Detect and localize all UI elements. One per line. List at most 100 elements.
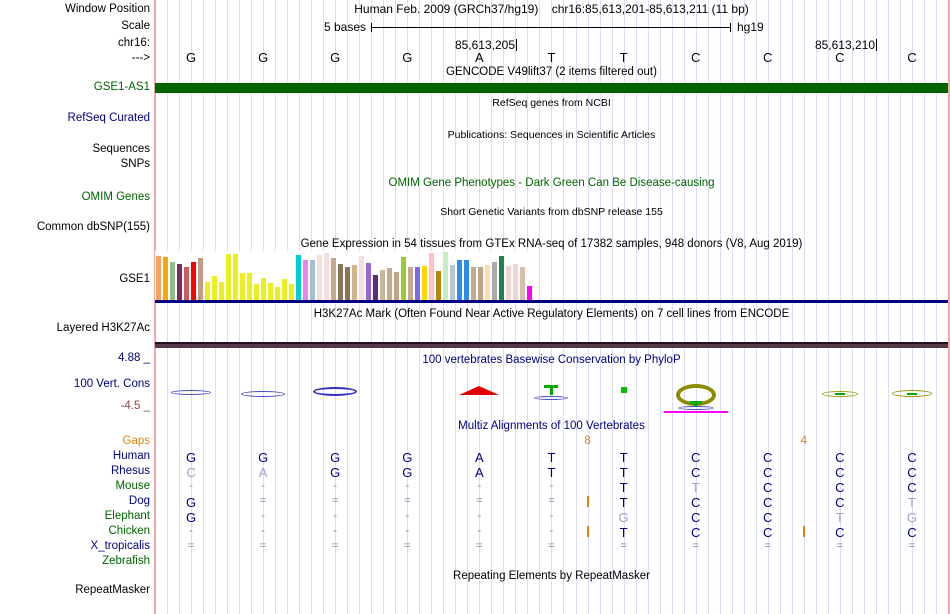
species-label-x_tropicalis[interactable]: X_tropicalis: [90, 540, 150, 552]
gtex-bar[interactable]: [520, 267, 525, 300]
multiz-track-title[interactable]: Multiz Alignments of 100 Vertebrates: [458, 420, 645, 432]
gtex-bar[interactable]: [345, 267, 350, 300]
gtex-bar[interactable]: [331, 258, 336, 300]
gtex-bar[interactable]: [443, 252, 448, 300]
gtex-bar[interactable]: [170, 262, 175, 300]
track-label-omim[interactable]: OMIM Genes: [81, 191, 150, 203]
track-label-h3k27ac[interactable]: Layered H3K27Ac: [56, 322, 150, 334]
gtex-bar[interactable]: [191, 262, 196, 300]
gtex-bar[interactable]: [436, 271, 441, 300]
gtex-bar[interactable]: [212, 276, 217, 300]
gtex-bar[interactable]: [401, 257, 406, 300]
cons-logo-ring: [534, 396, 569, 400]
gtex-bar[interactable]: [317, 255, 322, 300]
gtex-bar[interactable]: [422, 266, 427, 300]
gtex-bar[interactable]: [324, 253, 329, 300]
track-label-cons[interactable]: 100 Vert. Cons: [73, 378, 150, 390]
gtex-bar[interactable]: [219, 282, 224, 300]
cons-logo-t-stem: [549, 385, 553, 395]
gtex-bar[interactable]: [513, 264, 518, 300]
h3k27ac-signal-bar[interactable]: [155, 342, 948, 348]
dbsnp-track-title[interactable]: Short Genetic Variants from dbSNP releas…: [440, 206, 663, 218]
gtex-bar[interactable]: [492, 262, 497, 300]
species-label-chicken[interactable]: Chicken: [108, 525, 150, 537]
gencode-gene-bar[interactable]: [155, 83, 948, 93]
refseq-track-title[interactable]: RefSeq genes from NCBI: [492, 97, 611, 109]
gtex-bar[interactable]: [233, 254, 238, 300]
gtex-bar[interactable]: [156, 256, 161, 300]
gtex-bar[interactable]: [527, 286, 532, 300]
species-label-rhesus[interactable]: Rhesus: [111, 465, 150, 477]
gtex-bar[interactable]: [226, 254, 231, 300]
gtex-bar[interactable]: [415, 267, 420, 300]
track-label-gtex[interactable]: GSE1: [119, 273, 150, 285]
assembly-name: Human Feb. 2009 (GRCh37/hg19): [354, 2, 539, 16]
alignment-cell: C: [690, 495, 701, 510]
gtex-bar[interactable]: [366, 263, 371, 300]
track-label-sequences[interactable]: Sequences: [92, 143, 150, 155]
gtex-bar[interactable]: [478, 267, 483, 300]
species-label-human[interactable]: Human: [112, 450, 150, 462]
gtex-bar[interactable]: [450, 265, 455, 300]
gencode-track-title[interactable]: GENCODE V49lift37 (2 items filtered out): [446, 66, 657, 78]
gtex-bar[interactable]: [506, 266, 511, 300]
species-label-mouse[interactable]: Mouse: [115, 480, 150, 492]
gtex-bar[interactable]: [303, 260, 308, 300]
gtex-bar[interactable]: [289, 284, 294, 300]
publications-track-title[interactable]: Publications: Sequences in Scientific Ar…: [447, 129, 656, 141]
gtex-bar[interactable]: [261, 278, 266, 300]
gridline: [431, 0, 433, 614]
gtex-bar[interactable]: [198, 258, 203, 300]
track-label-repeatmasker[interactable]: RepeatMasker: [75, 584, 150, 596]
gtex-bar[interactable]: [387, 268, 392, 300]
gridline: [827, 0, 829, 614]
gtex-track-title[interactable]: Gene Expression in 54 tissues from GTEx …: [300, 238, 803, 250]
species-label-dog[interactable]: Dog: [128, 495, 150, 507]
gtex-bar[interactable]: [457, 260, 462, 300]
gridline: [647, 0, 649, 614]
gtex-bar[interactable]: [184, 267, 189, 300]
cons-logo-mark: [620, 387, 627, 393]
gtex-bar[interactable]: [485, 265, 490, 300]
gtex-bar[interactable]: [359, 256, 364, 300]
gtex-bar[interactable]: [205, 282, 210, 300]
gtex-bar[interactable]: [282, 279, 287, 300]
track-label-snps[interactable]: SNPs: [120, 158, 150, 170]
gtex-bar[interactable]: [394, 272, 399, 300]
gtex-bar[interactable]: [268, 283, 273, 300]
alignment-cell: G: [402, 465, 413, 480]
gridline: [167, 0, 168, 614]
gtex-bar[interactable]: [310, 260, 315, 300]
gtex-bar[interactable]: [240, 273, 245, 300]
species-label-elephant[interactable]: Elephant: [104, 510, 150, 522]
gtex-bar[interactable]: [373, 275, 378, 300]
gtex-bar[interactable]: [471, 267, 476, 300]
alignment-cell: =: [332, 495, 339, 507]
gtex-bar[interactable]: [296, 255, 301, 300]
gtex-bar[interactable]: [408, 267, 413, 300]
gtex-bar[interactable]: [247, 273, 252, 300]
gtex-bar[interactable]: [254, 284, 259, 300]
track-label-gencode[interactable]: GSE1-AS1: [93, 81, 150, 93]
gtex-bar[interactable]: [380, 270, 385, 300]
alignment-cell: A: [258, 465, 268, 480]
species-label-zebrafish[interactable]: Zebrafish: [102, 555, 150, 567]
track-label-dbsnp[interactable]: Common dbSNP(155): [36, 221, 150, 233]
repeatmasker-track-title[interactable]: Repeating Elements by RepeatMasker: [453, 570, 650, 582]
track-label-refseq[interactable]: RefSeq Curated: [67, 112, 150, 124]
gtex-bar[interactable]: [352, 265, 357, 300]
phylop-track-title[interactable]: 100 vertebrates Basewise Conservation by…: [422, 354, 681, 366]
gtex-bar[interactable]: [429, 253, 434, 300]
h3k27ac-track-title[interactable]: H3K27Ac Mark (Often Found Near Active Re…: [313, 308, 790, 320]
alignment-cell: T: [619, 480, 628, 495]
gtex-bar[interactable]: [464, 260, 469, 300]
gtex-bar[interactable]: [499, 256, 504, 300]
omim-track-title[interactable]: OMIM Gene Phenotypes - Dark Green Can Be…: [388, 177, 715, 189]
alignment-cell: A: [475, 465, 484, 480]
gtex-bar[interactable]: [275, 287, 280, 300]
alignment-cell: A: [475, 450, 484, 465]
base-letter: G: [185, 50, 197, 65]
gtex-bar[interactable]: [338, 264, 343, 300]
gtex-bar[interactable]: [163, 257, 168, 300]
gtex-bar[interactable]: [177, 264, 182, 300]
